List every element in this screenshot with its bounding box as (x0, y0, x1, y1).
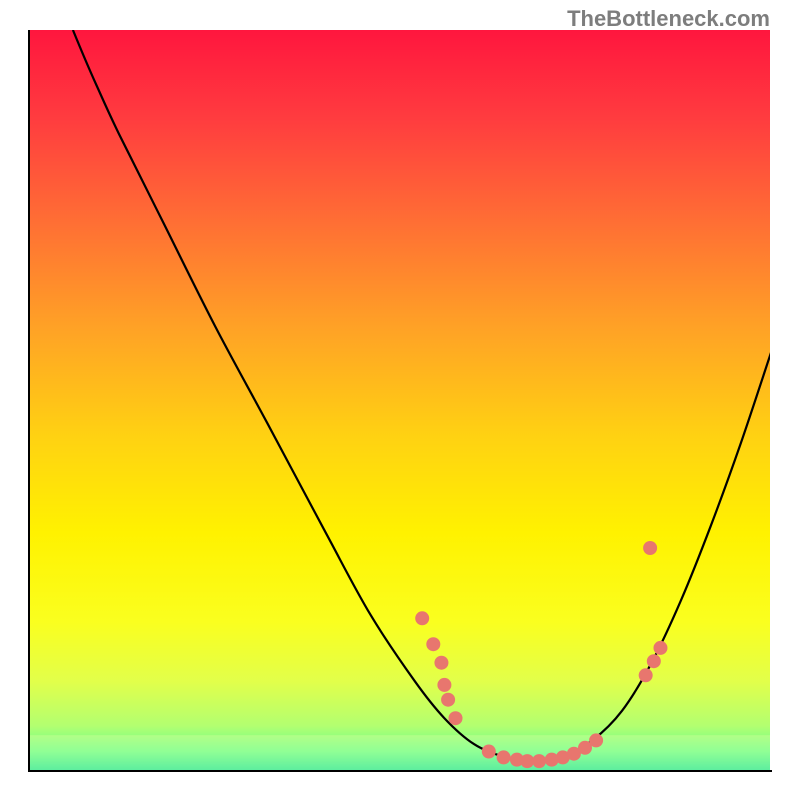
data-marker (639, 668, 653, 682)
data-marker (441, 693, 455, 707)
plot-area (30, 30, 770, 770)
data-marker (589, 733, 603, 747)
data-marker (437, 678, 451, 692)
data-marker (643, 541, 657, 555)
data-marker (449, 711, 463, 725)
data-marker (497, 750, 511, 764)
data-marker (415, 611, 429, 625)
watermark-text: TheBottleneck.com (567, 6, 770, 32)
curve-layer (30, 30, 770, 770)
data-marker (647, 654, 661, 668)
data-marker (653, 641, 667, 655)
data-marker (434, 656, 448, 670)
data-marker (426, 637, 440, 651)
markers-group (415, 541, 667, 768)
data-marker (482, 745, 496, 759)
y-axis-border (28, 30, 30, 770)
x-axis-border (28, 770, 772, 772)
chart-container: TheBottleneck.com (0, 0, 800, 800)
data-marker (532, 754, 546, 768)
